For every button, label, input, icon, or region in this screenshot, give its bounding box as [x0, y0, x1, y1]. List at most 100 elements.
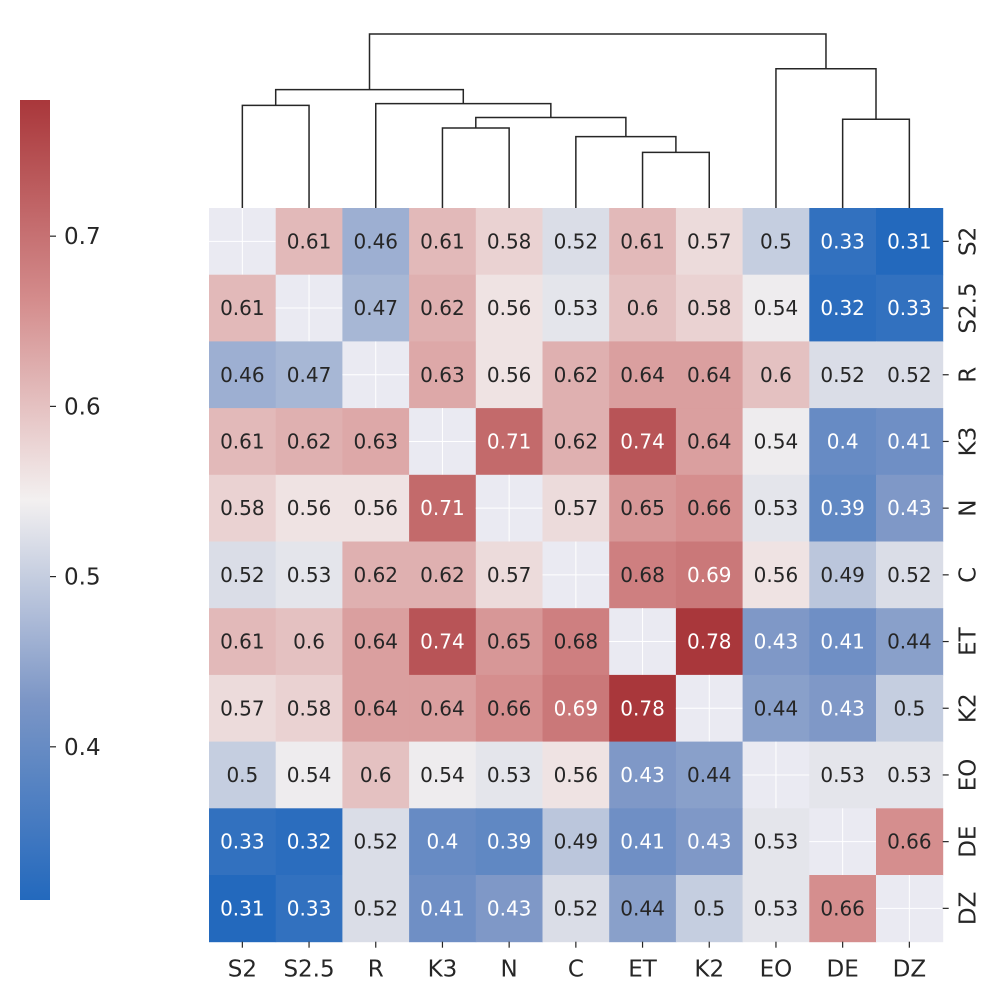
heatmap-cell	[876, 408, 944, 476]
heatmap-cell	[809, 608, 877, 676]
heatmap-cells: 0.61 0.46 0.61 0.58 0.52 0.61 0.57 0.5 0.33 0.31 0…	[209, 208, 944, 943]
cell-value-label: 0.5	[893, 696, 925, 720]
x-tick-label: C	[568, 957, 584, 983]
heatmap-cell	[475, 608, 543, 676]
cell-value-label: 0.53	[754, 830, 799, 854]
dendrogram-link	[841, 118, 911, 208]
cell-value-label: 0.53	[820, 763, 865, 787]
heatmap-cell	[342, 541, 410, 609]
cell-value-label: 0.41	[887, 429, 932, 453]
cell-value-label: 0.57	[220, 696, 265, 720]
cell-value-label: 0.64	[420, 696, 465, 720]
cell-value-label: 0.65	[487, 630, 532, 654]
x-tick-label: K2	[694, 957, 724, 983]
heatmap-cell	[409, 208, 477, 276]
cell-value-label: 0.64	[687, 363, 732, 387]
cell-value-label: 0.64	[353, 630, 398, 654]
cell-value-label: 0.56	[353, 496, 398, 520]
cell-value-label: 0.47	[353, 296, 398, 320]
heatmap-cell	[809, 875, 877, 943]
cell-value-label: 0.71	[420, 496, 465, 520]
cell-value-label: 0.65	[620, 496, 665, 520]
cell-value-label: 0.39	[820, 496, 865, 520]
colorbar-tick-label: 0.4	[64, 735, 101, 761]
heatmap-cell	[209, 875, 277, 943]
cell-value-label: 0.4	[827, 429, 859, 453]
cell-value-label: 0.44	[754, 696, 799, 720]
heatmap-cell	[876, 541, 944, 609]
heatmap-cell	[742, 408, 810, 476]
cell-value-label: 0.43	[887, 496, 932, 520]
cell-value-label: 0.69	[554, 696, 599, 720]
dendrogram-link	[241, 104, 310, 208]
cell-value-label: 0.52	[820, 363, 865, 387]
heatmap-cell	[675, 875, 744, 943]
x-tick-label: ET	[628, 957, 658, 983]
heatmap-cell	[876, 674, 944, 743]
cell-value-label: 0.52	[887, 563, 932, 587]
heatmap-cell	[609, 741, 677, 809]
cell-value-label: 0.62	[287, 429, 332, 453]
heatmap-cell	[475, 274, 543, 342]
heatmap-cell	[342, 474, 410, 542]
heatmap-cell	[209, 808, 277, 876]
y-tick-label: S2	[956, 227, 982, 256]
heatmap-cell	[876, 608, 944, 676]
heatmap-cell	[409, 474, 477, 542]
heatmap-cell	[342, 208, 410, 276]
heatmap-cell	[675, 808, 744, 876]
cell-value-label: 0.62	[554, 429, 599, 453]
cell-value-label: 0.53	[287, 563, 332, 587]
heatmap-cell	[609, 341, 677, 409]
heatmap-cell	[475, 208, 543, 276]
cell-value-label: 0.68	[554, 630, 599, 654]
cell-value-label: 0.53	[754, 496, 799, 520]
heatmap-cell	[409, 274, 477, 342]
cell-value-label: 0.56	[754, 563, 799, 587]
heatmap-cell	[409, 808, 477, 876]
cell-value-label: 0.54	[754, 429, 799, 453]
heatmap-cell	[542, 808, 610, 876]
heatmap-cell	[876, 274, 944, 342]
heatmap-cell	[609, 474, 677, 542]
cell-value-label: 0.66	[687, 496, 732, 520]
heatmap-cell	[275, 208, 343, 276]
heatmap-cell	[742, 875, 810, 943]
cell-value-label: 0.66	[820, 896, 865, 920]
dendrogram-link	[375, 102, 552, 208]
y-tick-label: ET	[956, 626, 982, 656]
cell-value-label: 0.74	[620, 429, 665, 453]
y-axis-ticks: S2 S2.5 R K3 N C ET K2 EO DE DZ	[942, 227, 982, 925]
cell-value-label: 0.54	[420, 763, 465, 787]
cell-value-label: 0.64	[687, 429, 732, 453]
cell-value-label: 0.62	[420, 563, 465, 587]
x-tick-label: N	[501, 957, 518, 983]
heatmap-cell	[542, 208, 610, 276]
heatmap-cell	[209, 674, 277, 743]
heatmap-cell	[209, 274, 277, 342]
heatmap-cell	[409, 741, 477, 809]
heatmap-cell	[275, 674, 343, 743]
dendrogram-link	[775, 68, 877, 208]
heatmap-cell	[742, 274, 810, 342]
heatmap-cell	[876, 808, 944, 876]
cell-value-label: 0.33	[820, 229, 865, 253]
cell-value-label: 0.43	[620, 763, 665, 787]
heatmap-cell	[275, 808, 343, 876]
cell-value-label: 0.61	[287, 229, 332, 253]
colorbar-tick-label: 0.7	[64, 224, 101, 250]
heatmap-cell	[475, 541, 543, 609]
cell-value-label: 0.41	[820, 630, 865, 654]
cell-value-label: 0.56	[287, 496, 332, 520]
cell-value-label: 0.54	[754, 296, 799, 320]
heatmap-cell	[742, 808, 810, 876]
cell-value-label: 0.61	[220, 429, 265, 453]
colorbar: 0.4 0.5 0.6 0.7	[20, 100, 101, 900]
colorbar-tick-label: 0.5	[64, 565, 101, 591]
cell-value-label: 0.66	[487, 696, 532, 720]
x-tick-label: DZ	[893, 957, 926, 983]
cell-value-label: 0.44	[620, 896, 665, 920]
heatmap-cell	[342, 875, 410, 943]
y-tick-label: K3	[956, 427, 982, 457]
heatmap-cell	[342, 408, 410, 476]
